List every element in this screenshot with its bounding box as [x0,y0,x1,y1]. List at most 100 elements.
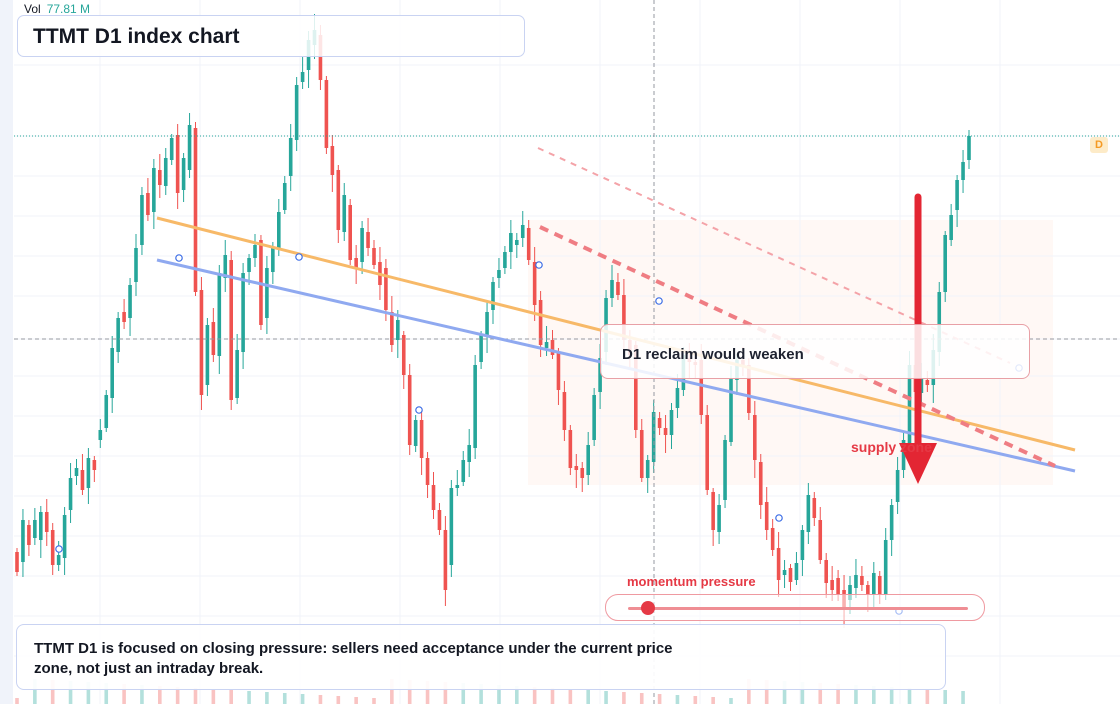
candle-body [384,268,388,310]
candle-body [711,492,715,530]
candle [401,331,406,389]
candle [39,506,43,558]
candle-body [883,540,888,595]
candle-body [390,312,394,345]
candle-body [848,585,852,600]
candle [675,374,680,418]
candle-body [98,430,103,440]
volume-bar [711,697,715,704]
candle [901,433,906,478]
candle [943,231,947,302]
momentum-slider[interactable] [605,594,985,621]
candle-body [800,530,805,560]
volume-bar [729,698,733,704]
volume-bar [550,688,555,704]
volume-bar [836,684,840,704]
candle-body [396,320,400,340]
candle [74,459,79,485]
candle-body [866,585,870,595]
candle [455,470,460,496]
interval-badge[interactable]: D [1090,137,1108,153]
volume-bar [300,694,305,704]
candle-body [104,395,109,428]
volume-bar [497,685,501,704]
volume-bar [229,690,233,704]
candle-body [134,248,138,282]
candle [961,150,965,193]
volume-bar [175,687,180,704]
candle [562,381,567,441]
candle [372,240,376,269]
candle [235,334,239,404]
chart-title: TTMT D1 index chart [33,25,240,48]
candle [396,310,400,358]
volume-bar [336,696,341,704]
down-arrow[interactable] [899,193,937,484]
candle [92,456,97,482]
volume-readout: Vol 77.81 M [24,2,90,16]
candle [294,77,299,151]
left-price-scale[interactable] [0,0,13,704]
candle [193,122,198,296]
anchor-point [55,545,63,553]
candle [770,519,775,556]
candle-body [895,470,900,502]
candle-body [955,180,959,210]
momentum-knob[interactable] [641,601,656,615]
candle-body [699,360,704,415]
candle [223,240,228,292]
candle [324,76,329,154]
candle [217,265,222,374]
candle [348,199,352,265]
candle [586,432,590,485]
candle-body [717,505,721,532]
candle-body [407,375,412,445]
candle-body [27,525,31,545]
candle [538,291,543,357]
candle-body [663,428,668,435]
candle-body [943,235,947,292]
candle-body [33,520,37,538]
candle-body [175,135,180,193]
candle [616,273,620,300]
reclaim-note-card[interactable]: D1 reclaim would weaken [600,324,1030,379]
candle-body [818,520,823,560]
candle-body [223,255,228,278]
candle [610,265,614,307]
candle-body [836,578,840,594]
candle [509,220,513,269]
candle-body [503,252,507,268]
candle-body [967,136,971,160]
volume-bar [158,686,162,704]
candle-body [366,232,370,248]
candle-body [473,365,477,448]
candle-body [158,170,162,185]
candle-body [74,468,79,476]
candle-body [413,420,418,446]
candle-body [324,80,329,148]
candle [782,560,787,588]
volume-bar [693,696,698,704]
summary-note-card: TTMT D1 is focused on closing pressure: … [16,624,946,690]
volume-bar [33,679,37,704]
candle [146,178,150,221]
candle [497,258,501,288]
volume-bar [907,688,912,704]
candle [723,435,727,508]
candle [806,483,811,544]
candle [80,454,85,495]
anchor-point [655,297,663,305]
candle-body [110,348,114,398]
volume-bar [925,689,930,704]
candle-body [556,352,561,390]
candle-body [758,462,763,505]
volume-bar [461,683,466,704]
candle-body [562,392,567,430]
candle [479,331,483,369]
candle-body [431,485,436,510]
candle-body [907,365,912,443]
candle-body [455,485,460,488]
candle [15,548,19,576]
candle [764,487,769,540]
momentum-label: momentum pressure [627,574,756,589]
